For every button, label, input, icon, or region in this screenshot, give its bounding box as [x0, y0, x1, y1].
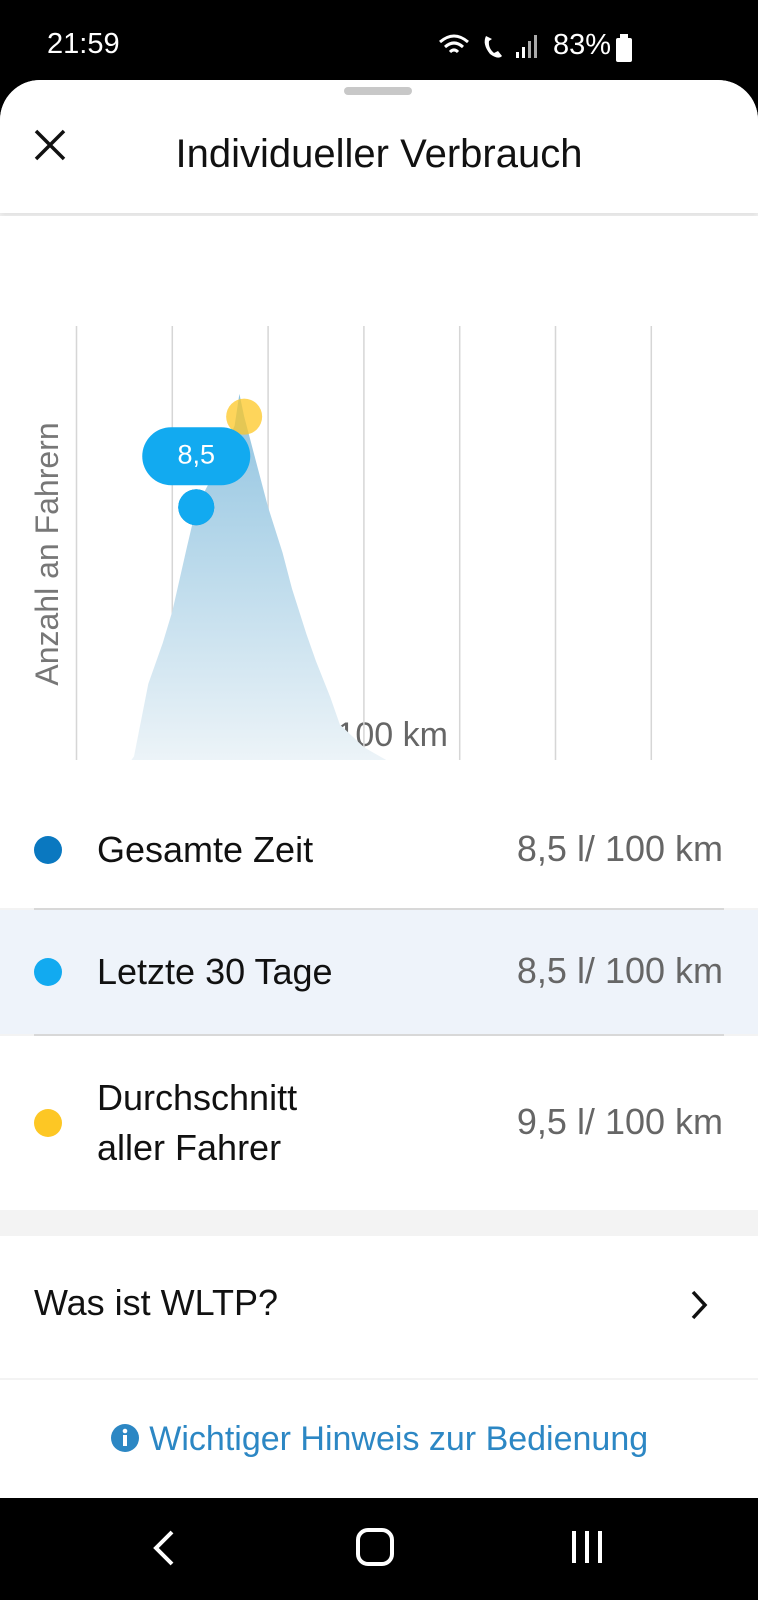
chevron	[691, 1290, 708, 1320]
marker	[178, 489, 215, 526]
legend-name: Gesamte Zeit	[97, 829, 314, 870]
distribution-area	[86, 393, 690, 779]
marker	[226, 398, 263, 435]
legend-row: Durchschnitt aller Fahrer 9,5 l/ 100 km	[0, 1036, 758, 1210]
legend-dot	[34, 836, 62, 864]
battery-level: 83%	[553, 29, 612, 61]
wltp-label: Was ist WLTP?	[34, 1282, 279, 1323]
battery-icon	[616, 34, 632, 62]
status-icons	[439, 34, 537, 58]
nav-recent[interactable]	[572, 1531, 602, 1563]
legend-value: 9,5 l/ 100 km	[516, 1101, 723, 1142]
legend-row: Gesamte Zeit 8,5 l/ 100 km	[0, 760, 758, 908]
header: Individueller Verbrauch	[0, 80, 758, 213]
value-bubble	[142, 427, 251, 486]
sheet: Individueller Verbrauch Anzahl an Fahrer…	[0, 80, 758, 1498]
legend-value: 8,5 l/ 100 km	[516, 828, 723, 869]
legend-name: Durchschnitt aller Fahrer	[97, 1077, 298, 1168]
legend-value: 8,5 l/ 100 km	[516, 950, 723, 991]
footer: Wichtiger Hinweis zur Bedienung	[0, 1380, 758, 1498]
chart-container: Anzahl an Fahrern l/ 100 km 681012141618…	[0, 216, 758, 840]
title: Individueller Verbrauch	[175, 132, 583, 176]
y-axis-label: Anzahl an Fahrern	[29, 422, 65, 685]
separator	[34, 908, 724, 910]
close-button[interactable]	[30, 125, 70, 165]
footer-link-text: Wichtiger Hinweis zur Bedienung	[149, 1420, 649, 1458]
chart: Anzahl an Fahrern l/ 100 km 681012141618…	[29, 326, 690, 805]
nav-back[interactable]	[153, 1530, 174, 1566]
nav-bar	[153, 1528, 602, 1566]
footer-link[interactable]: Wichtiger Hinweis zur Bedienung	[0, 1420, 758, 1459]
separator	[34, 1034, 724, 1036]
wltp-row[interactable]: Was ist WLTP?	[0, 1236, 758, 1378]
drag-handle[interactable]	[344, 87, 412, 95]
legend-dot	[34, 958, 62, 986]
info-icon	[110, 1424, 139, 1452]
bubble-label: 8,5	[177, 439, 215, 469]
nav-home[interactable]	[356, 1528, 394, 1566]
legend-row: Letzte 30 Tage 8,5 l/ 100 km	[0, 910, 758, 1034]
legend-dot	[34, 1109, 62, 1137]
legend-name: Letzte 30 Tage	[97, 951, 333, 992]
status-time: 21:59	[47, 28, 120, 60]
